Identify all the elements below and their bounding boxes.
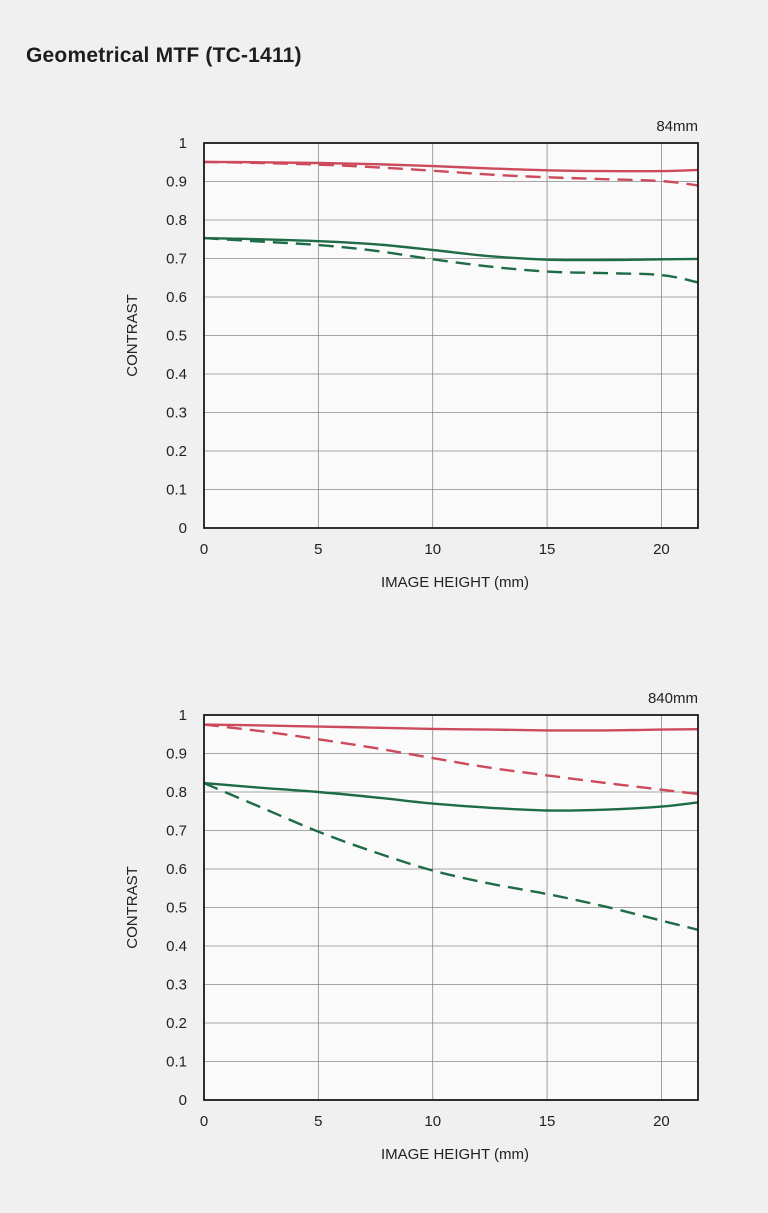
- series-line-red-solid: [203, 160, 699, 173]
- y-tick-label: 0.2: [166, 1015, 187, 1032]
- y-tick-label: 0.7: [166, 251, 187, 268]
- y-axis-label: CONTRAST: [124, 866, 141, 949]
- series-line-red-dashed: [203, 723, 699, 796]
- y-tick-label: 1: [179, 135, 187, 152]
- y-tick-label: 0.9: [166, 174, 187, 191]
- x-axis-label: IMAGE HEIGHT (mm): [381, 1146, 529, 1163]
- y-tick-label: 0.5: [166, 900, 187, 917]
- y-tick-label: 0.7: [166, 823, 187, 840]
- series-line-red-dashed: [203, 160, 699, 187]
- y-tick-label: 0.2: [166, 443, 187, 460]
- y-tick-label: 0.6: [166, 289, 187, 306]
- y-tick-label: 0.4: [166, 366, 187, 383]
- focal-length-label: 840mm: [648, 690, 698, 707]
- plot-frame: [203, 142, 699, 529]
- y-tick-label: 0.4: [166, 938, 187, 955]
- x-tick-label: 0: [200, 1113, 208, 1130]
- y-tick-label: 0.9: [166, 746, 187, 763]
- y-tick-label: 0.8: [166, 212, 187, 229]
- y-axis-label: CONTRAST: [124, 294, 141, 377]
- mtf-chart-84mm: 00.10.20.30.40.50.60.70.80.910 5 10 15 20IMA…: [124, 118, 699, 591]
- y-tick-label: 0.3: [166, 977, 187, 994]
- series-line-green-dashed: [203, 236, 699, 284]
- mtf-chart-840mm: 00.10.20.30.40.50.60.70.80.910 5 10 15 20IMA…: [124, 690, 699, 1163]
- x-tick-label: 15: [539, 1113, 556, 1130]
- y-tick-label: 1: [179, 707, 187, 724]
- focal-length-label: 84mm: [656, 118, 698, 135]
- y-tick-label: 0.5: [166, 328, 187, 345]
- x-tick-label: 10: [424, 1113, 441, 1130]
- series-line-green-dashed: [203, 781, 699, 931]
- series-line-green-solid: [203, 781, 699, 812]
- y-tick-label: 0.3: [166, 405, 187, 422]
- x-tick-label: 5: [314, 541, 322, 558]
- x-axis-label: IMAGE HEIGHT (mm): [381, 574, 529, 591]
- y-tick-label: 0: [179, 1092, 187, 1109]
- y-tick-label: 0: [179, 520, 187, 537]
- series-line-red-solid: [203, 723, 699, 732]
- x-tick-label: 20: [653, 541, 670, 558]
- y-tick-label: 0.6: [166, 861, 187, 878]
- plot-frame: [203, 714, 699, 1101]
- y-tick-label: 0.1: [166, 482, 187, 499]
- page-title: Geometrical MTF (TC-1411): [26, 44, 302, 67]
- series-line-green-solid: [203, 236, 699, 262]
- x-tick-label: 10: [424, 541, 441, 558]
- x-tick-label: 15: [539, 541, 556, 558]
- y-tick-label: 0.1: [166, 1054, 187, 1071]
- x-tick-label: 5: [314, 1113, 322, 1130]
- x-tick-label: 20: [653, 1113, 670, 1130]
- x-tick-label: 0: [200, 541, 208, 558]
- y-tick-label: 0.8: [166, 784, 187, 801]
